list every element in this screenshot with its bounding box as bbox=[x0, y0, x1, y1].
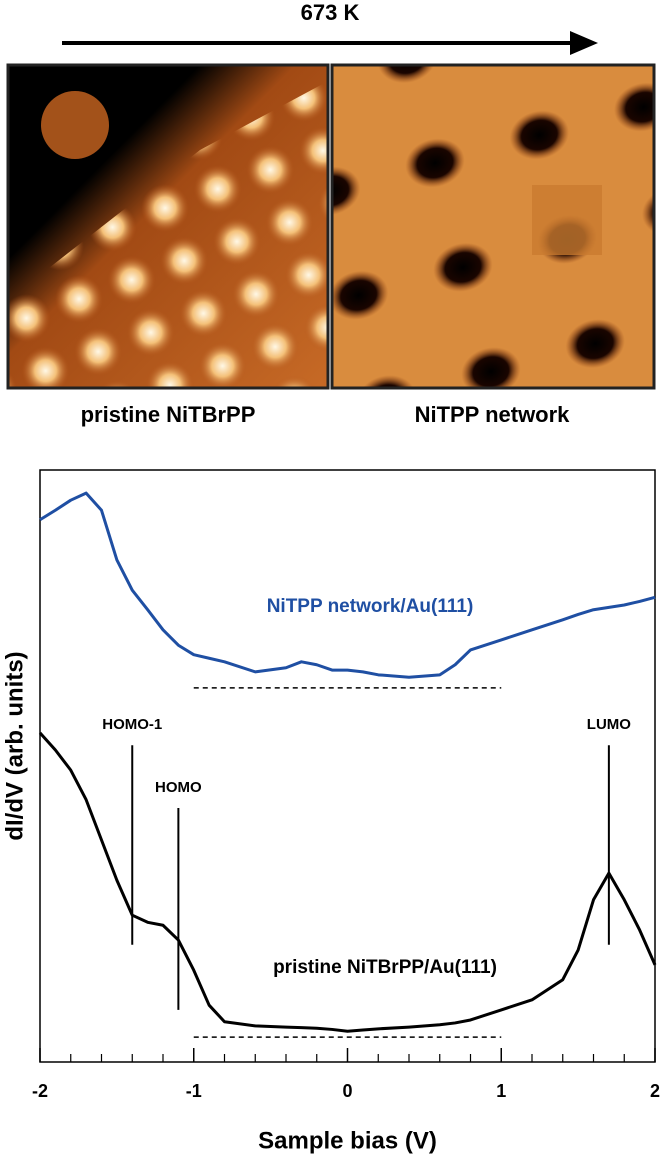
spectrum-line bbox=[39, 491, 656, 679]
spectrum-line bbox=[38, 731, 657, 1033]
arrow-label: 673 K bbox=[301, 0, 360, 25]
x-tick-label: 2 bbox=[650, 1081, 660, 1101]
image-label: NiTPP network bbox=[415, 402, 571, 427]
stm-image-right bbox=[330, 63, 656, 390]
orbital-label: LUMO bbox=[587, 716, 631, 733]
x-axis-title: Sample bias (V) bbox=[258, 1127, 437, 1154]
x-tick-label: -2 bbox=[32, 1081, 48, 1101]
stm-image-left bbox=[6, 63, 330, 390]
series-label: pristine NiTBrPP/Au(111) bbox=[273, 957, 497, 978]
image-label: pristine NiTBrPP bbox=[81, 402, 256, 427]
x-tick-label: -1 bbox=[186, 1081, 202, 1101]
series-label: NiTPP network/Au(111) bbox=[267, 596, 474, 617]
arrow-head bbox=[570, 31, 598, 55]
x-tick-label: 0 bbox=[342, 1081, 352, 1101]
y-axis-title: dI/dV (arb. units) bbox=[1, 651, 28, 840]
x-tick-label: 1 bbox=[496, 1081, 506, 1101]
orbital-label: HOMO-1 bbox=[102, 716, 162, 733]
orbital-label: HOMO bbox=[155, 779, 202, 796]
